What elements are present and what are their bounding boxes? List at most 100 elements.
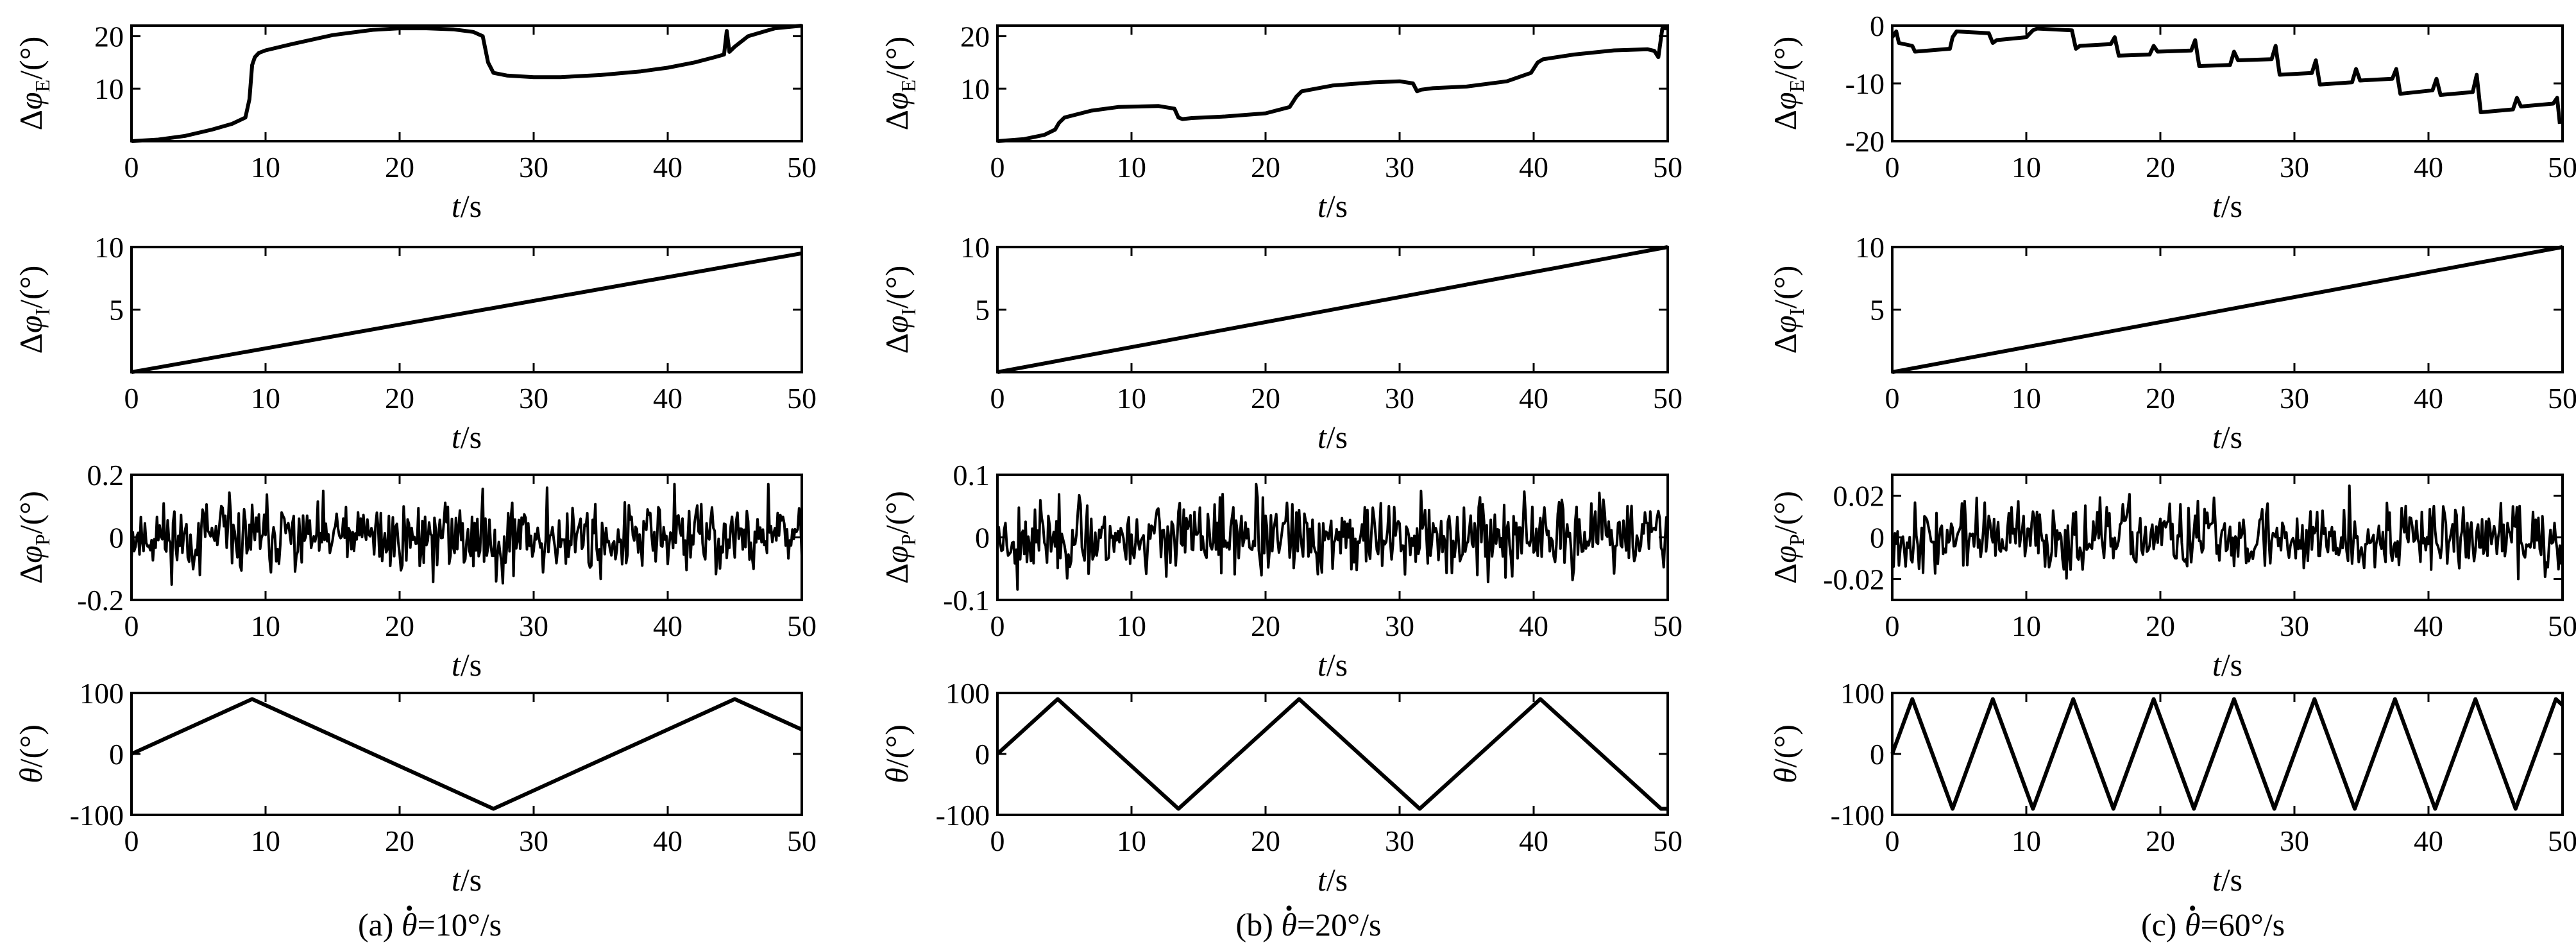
y-tick-label-b2-1: 10 (960, 231, 990, 264)
y-tick-label-a1-1: 20 (94, 20, 124, 53)
y-tick-label-c4-0: -100 (1831, 799, 1885, 832)
x-tick-label-b3-30: 30 (1385, 610, 1414, 642)
plot-frame-c4 (1891, 692, 2564, 816)
x-tick-label-a2-50: 50 (787, 382, 817, 415)
x-tick-label-c4-10: 10 (2012, 825, 2041, 857)
subplot-a1: 0 10 20 30 40 50 10 20 t/s ΔφE/(°) (13, 20, 817, 224)
x-tick-label-c3-30: 30 (2280, 610, 2309, 642)
x-tick-label-c4-40: 40 (2414, 825, 2443, 857)
caption-b-symbol: θ (1281, 906, 1297, 943)
x-axis-label-b3: t/s (1318, 647, 1348, 683)
x-tick-label-b1-30: 30 (1385, 151, 1414, 184)
y-tick-label-c2-1: 10 (1855, 231, 1885, 264)
y-tick-label-b3-0: -0.1 (943, 584, 990, 617)
y-tick-label-a4-2: 100 (80, 677, 124, 710)
subplot-b2: 0 10 20 30 40 50 5 10 t/s ΔφI/(°) (879, 231, 1682, 455)
y-tick-label-b1-0: 10 (960, 73, 990, 105)
x-tick-label-a1-10: 10 (251, 151, 280, 184)
x-tick-label-b2-40: 40 (1519, 382, 1548, 415)
x-tick-label-a3-0: 0 (124, 610, 139, 642)
x-axis-label-b4: t/s (1318, 862, 1348, 898)
y-tick-label-c2-0: 5 (1870, 294, 1885, 327)
x-tick-label-c2-40: 40 (2414, 382, 2443, 415)
y-tick-label-c1-0: -20 (1845, 125, 1885, 158)
x-axis-label-c3: t/s (2212, 647, 2242, 683)
y-tick-label-c3-0: -0.02 (1823, 563, 1885, 596)
x-tick-label-a2-30: 30 (519, 382, 548, 415)
y-tick-label-a1-0: 10 (94, 73, 124, 105)
y-axis-label-a1: ΔφE/(°) (13, 37, 54, 131)
x-tick-label-a3-40: 40 (653, 610, 682, 642)
y-axis-label-b3: ΔφP/(°) (879, 491, 920, 584)
x-tick-label-b4-50: 50 (1653, 825, 1682, 857)
series-line-c1-0 (1890, 26, 2562, 124)
x-axis-label-c4: t/s (2212, 862, 2242, 898)
y-axis-label-a4: θ/(°) (13, 724, 49, 783)
y-axis-label-c3: ΔφP/(°) (1767, 491, 1808, 584)
x-tick-label-a3-50: 50 (787, 610, 817, 642)
x-tick-label-b1-10: 10 (1117, 151, 1146, 184)
x-tick-label-a1-20: 20 (385, 151, 414, 184)
x-tick-label-a4-50: 50 (787, 825, 817, 857)
y-tick-label-a3-2: 0.2 (87, 459, 124, 492)
x-tick-label-c2-20: 20 (2146, 382, 2175, 415)
x-tick-label-b3-20: 20 (1251, 610, 1280, 642)
caption-b: (b) θ=20°/s (1236, 906, 1382, 943)
x-tick-label-c2-10: 10 (2012, 382, 2041, 415)
y-tick-label-a4-1: 0 (109, 738, 124, 771)
x-tick-label-b3-10: 10 (1117, 610, 1146, 642)
subplot-b1: 0 10 20 30 40 50 10 20 t/s ΔφE/(°) (879, 20, 1682, 224)
x-tick-label-b1-0: 0 (990, 151, 1005, 184)
series-line-b1-0 (997, 26, 1668, 143)
x-tick-label-a1-40: 40 (653, 151, 682, 184)
y-tick-label-b4-1: 0 (975, 738, 990, 771)
x-tick-label-c4-0: 0 (1885, 825, 1900, 857)
y-tick-label-a3-1: 0 (109, 522, 124, 554)
y-axis-label-b1: ΔφE/(°) (879, 37, 920, 131)
y-tick-label-c4-1: 0 (1870, 738, 1885, 771)
series-line-c4-0 (1890, 697, 2564, 811)
x-tick-label-b4-0: 0 (990, 825, 1005, 857)
y-axis-label-c1: ΔφE/(°) (1767, 37, 1808, 131)
series-line-b3-0 (996, 483, 1669, 591)
x-tick-label-b1-20: 20 (1251, 151, 1280, 184)
x-tick-label-a2-40: 40 (653, 382, 682, 415)
plot-frame-a1 (130, 24, 803, 142)
x-tick-label-a3-30: 30 (519, 610, 548, 642)
series-line-c3-0 (1891, 484, 2564, 581)
y-tick-label-a2-1: 10 (94, 231, 124, 264)
caption-c: (c) θ=60°/s (2141, 906, 2285, 943)
x-tick-label-c3-50: 50 (2548, 610, 2576, 642)
y-tick-label-a2-0: 5 (109, 294, 124, 327)
y-tick-label-b3-2: 0.1 (953, 459, 990, 492)
subplot-a2: 0 10 20 30 40 50 5 10 t/s ΔφI/(°) (13, 231, 817, 455)
caption-c-symbol: θ (2185, 906, 2201, 943)
x-tick-label-b4-30: 30 (1385, 825, 1414, 857)
x-tick-label-c4-20: 20 (2146, 825, 2175, 857)
x-tick-label-a4-30: 30 (519, 825, 548, 857)
x-tick-label-c1-50: 50 (2548, 151, 2576, 184)
x-tick-label-a3-10: 10 (251, 610, 280, 642)
caption-a-symbol: θ (402, 906, 418, 943)
y-tick-label-b4-2: 100 (945, 677, 990, 710)
x-tick-label-a4-40: 40 (653, 825, 682, 857)
y-tick-label-a4-0: -100 (70, 799, 124, 832)
y-tick-label-b2-0: 5 (975, 294, 990, 327)
y-tick-label-b3-1: 0 (975, 522, 990, 554)
caption-b-value: =20°/s (1296, 907, 1382, 943)
x-tick-label-c1-40: 40 (2414, 151, 2443, 184)
x-tick-label-b4-40: 40 (1519, 825, 1548, 857)
x-tick-label-c4-50: 50 (2548, 825, 2576, 857)
x-axis-label-a1: t/s (452, 188, 482, 224)
x-axis-label-a3: t/s (452, 647, 482, 683)
caption-a-prefix: (a) (357, 907, 402, 943)
x-tick-label-b2-20: 20 (1251, 382, 1280, 415)
series-line-b4-0 (996, 697, 1668, 811)
x-tick-label-a1-0: 0 (124, 151, 139, 184)
x-tick-label-b2-0: 0 (990, 382, 1005, 415)
y-tick-label-c1-1: -10 (1845, 67, 1885, 100)
